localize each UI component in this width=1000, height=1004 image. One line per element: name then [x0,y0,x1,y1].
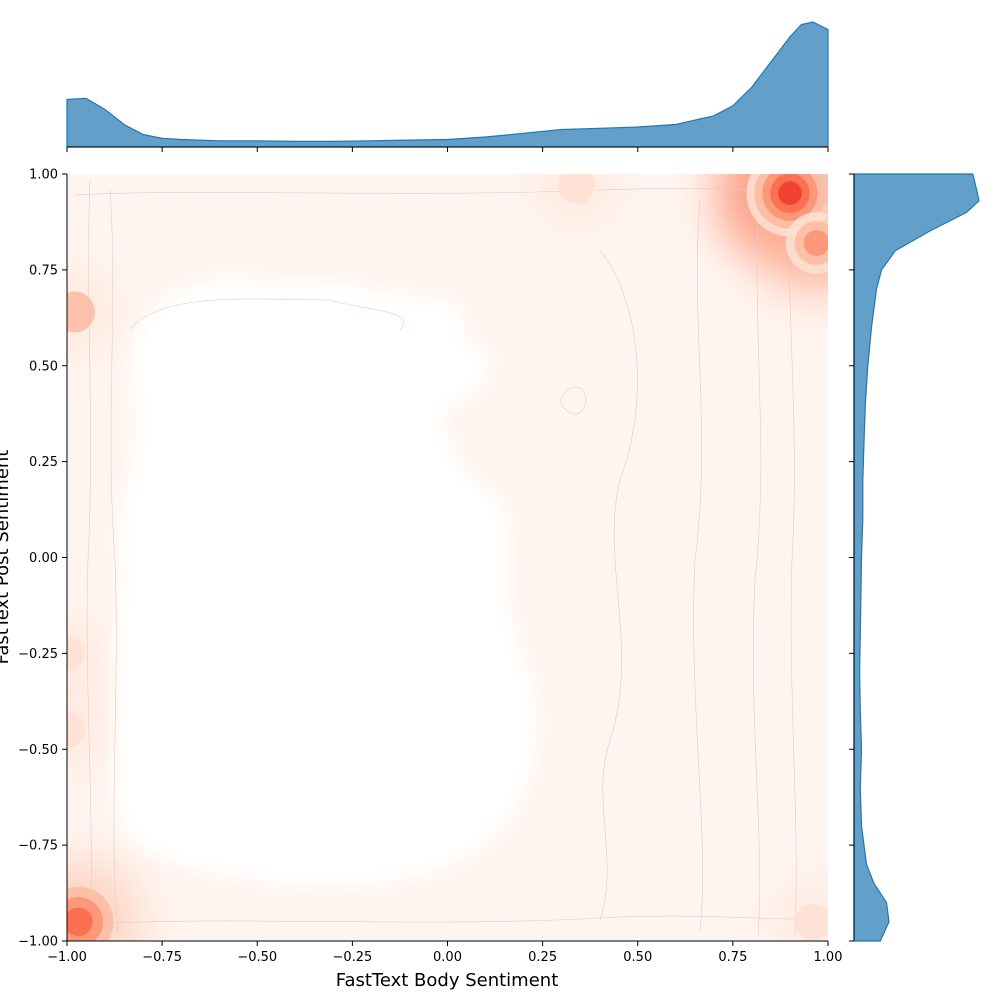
density-peak [67,636,85,671]
y-tick-label: 0.75 [29,263,58,278]
density-peak [778,181,802,206]
density-peak [67,291,96,333]
ticks [62,147,854,946]
x-tick-label: 0.50 [623,950,652,965]
marginal-y-curve [853,173,980,942]
y-axis-label: FastText Post Sentiment [0,450,13,665]
density-peak [794,903,828,941]
y-tick-label: −1.00 [18,935,58,950]
contour-line [788,179,797,936]
x-tick-label: −0.75 [142,950,182,965]
density-peak [558,174,596,204]
contour-line [109,189,119,933]
y-tick-label: 0.50 [29,359,58,374]
x-tick-label: −0.25 [332,950,372,965]
density-halo [67,691,106,770]
low-density-region [395,342,491,412]
marginal-y-density [853,173,980,942]
density-peak [67,907,93,937]
y-tick-label: 0.25 [29,455,58,470]
contour-line [79,915,821,926]
contour-line [752,184,762,936]
marginal-x-density [66,21,829,148]
x-tick-label: −0.50 [237,950,277,965]
y-tick-label: 1.00 [29,168,58,183]
density-peak [67,711,86,749]
contour-line [599,249,638,921]
y-tick-label: −0.25 [18,647,58,662]
y-tick-label: −0.75 [18,839,58,854]
density-halo [67,616,105,691]
marginal-x-curve [66,21,829,148]
contour-lines [74,179,821,936]
contour-line [129,298,404,331]
density-peak [803,230,828,256]
joint-density-panel [67,174,828,941]
y-tick-label: 0.00 [29,551,58,566]
low-density-regions [113,277,537,886]
contour-line [86,179,92,936]
contour-line [693,199,703,931]
y-tick-label: −0.50 [18,743,58,758]
tick-labels: −1.00 −0.75 −0.50 −0.25 0.00 0.25 0.50 0.75 1.00… [18,168,842,966]
x-tick-label: 1.00 [814,950,843,965]
x-tick-label: −1.00 [47,950,87,965]
low-density-region [113,277,537,886]
x-tick-label: 0.75 [718,950,747,965]
x-tick-label: 0.00 [433,950,462,965]
x-axis-label: FastText Body Sentiment [336,970,559,991]
x-tick-label: 0.25 [528,950,557,965]
